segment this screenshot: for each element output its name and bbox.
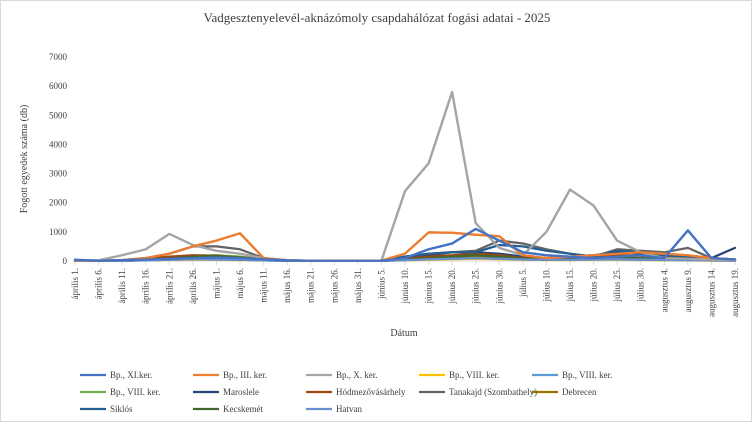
y-tick-label: 2000 xyxy=(49,198,68,208)
x-tick-label: június 30. xyxy=(494,268,504,305)
x-axis-title: Dátum xyxy=(390,328,417,339)
x-tick-label: május 26. xyxy=(329,268,339,303)
x-tick-label: július 10. xyxy=(541,268,551,303)
x-tick-label: augusztus 14. xyxy=(706,268,716,317)
x-tick-label: április 11. xyxy=(117,268,127,304)
y-tick-label: 3000 xyxy=(49,169,68,179)
x-tick-label: július 20. xyxy=(589,268,599,303)
x-tick-label: május 1. xyxy=(211,268,221,299)
x-tick-label: június 20. xyxy=(447,268,457,305)
x-tick-label: május 31. xyxy=(353,268,363,303)
x-tick-label: július 5. xyxy=(518,268,528,298)
y-tick-label: 7000 xyxy=(49,52,68,62)
series-line xyxy=(73,256,737,263)
legend-label: Bp., III. ker. xyxy=(223,370,267,380)
legend: Bp., XI.ker. Bp., III. ker. Bp., X. ker. Bp… xyxy=(80,370,612,414)
x-axis-ticks: április 1. április 6. április 11. április 1… xyxy=(70,261,740,317)
legend-label: Tanakajd (Szombathely) xyxy=(449,387,537,397)
series-lines xyxy=(73,90,737,263)
x-tick-label: június 5. xyxy=(376,268,386,300)
x-tick-label: június 10. xyxy=(400,268,410,305)
x-tick-label: június 15. xyxy=(424,268,434,305)
x-tick-label: május 11. xyxy=(259,268,269,303)
legend-label: Kecskemét xyxy=(223,404,263,414)
series-line-overlay xyxy=(73,90,737,262)
legend-label: Bp., VIII. ker. xyxy=(449,370,499,380)
x-tick-label: április 6. xyxy=(94,268,104,300)
legend-label: Siklós xyxy=(110,404,133,414)
series-line-overlay xyxy=(73,227,737,262)
x-tick-label: május 6. xyxy=(235,268,245,299)
legend-label: Maroslele xyxy=(223,387,259,397)
legend-label: Hódmezővásárhely xyxy=(336,387,406,397)
x-tick-label: április 21. xyxy=(164,268,174,304)
y-tick-label: 0 xyxy=(63,256,68,266)
legend-label: Debrecen xyxy=(562,387,597,397)
x-tick-label: július 25. xyxy=(612,268,622,303)
y-axis-title: Fogott egyedek száma (db) xyxy=(19,105,30,214)
chart-title: Vadgesztenyelevél-aknázómoly csapdahálóz… xyxy=(204,10,551,25)
x-tick-label: július 15. xyxy=(565,268,575,303)
y-tick-label: 1000 xyxy=(49,227,68,237)
y-tick-label: 5000 xyxy=(49,110,68,120)
legend-label: Bp., VIII. ker. xyxy=(110,387,160,397)
series-line-overlay xyxy=(73,231,737,262)
x-tick-label: április 1. xyxy=(70,268,80,300)
x-tick-label: augusztus 9. xyxy=(683,268,693,313)
x-tick-label: április 26. xyxy=(188,268,198,304)
legend-label: Hatvan xyxy=(336,404,362,414)
y-tick-label: 4000 xyxy=(49,139,68,149)
x-tick-label: augusztus 4. xyxy=(659,268,669,313)
legend-label: Bp., X. ker. xyxy=(336,370,378,380)
x-tick-label: május 16. xyxy=(282,268,292,303)
x-tick-label: június 25. xyxy=(471,268,481,305)
x-tick-label: május 21. xyxy=(306,268,316,303)
legend-label: Bp., XI.ker. xyxy=(110,370,152,380)
legend-label: Bp., VIII. ker. xyxy=(562,370,612,380)
x-tick-label: július 30. xyxy=(636,268,646,303)
y-axis-ticks: 0 1000 2000 3000 4000 5000 6000 7000 xyxy=(49,52,68,266)
x-tick-label: augusztus 19. xyxy=(730,268,740,317)
x-tick-label: április 16. xyxy=(141,268,151,304)
y-tick-label: 6000 xyxy=(49,81,68,91)
